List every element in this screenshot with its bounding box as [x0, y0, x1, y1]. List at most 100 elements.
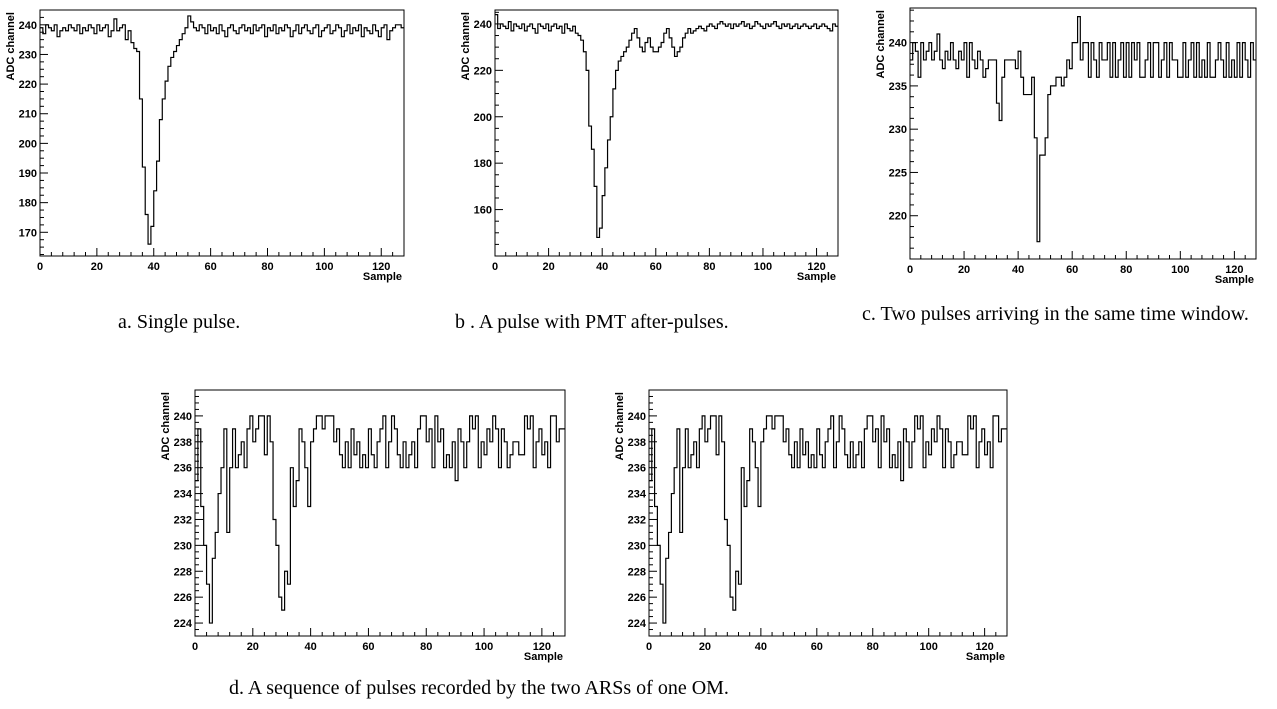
- y-tick-label: 224: [174, 618, 193, 630]
- y-tick-label: 210: [19, 109, 37, 121]
- y-tick-label: 225: [889, 167, 907, 179]
- x-tick-label: 20: [91, 261, 103, 273]
- y-tick-label: 170: [19, 227, 37, 239]
- x-tick-label: 100: [475, 641, 493, 653]
- y-tick-label: 180: [19, 198, 37, 210]
- y-tick-label: 240: [174, 411, 192, 423]
- x-axis-title: Sample: [524, 651, 563, 663]
- plot-frame: [494, 9, 839, 257]
- x-tick-label: 40: [755, 641, 767, 653]
- chart-panel-b: 0 20 40 60 80 100 120 160 180 200 220 240 Sample ADC …: [455, 0, 855, 290]
- x-tick-label: 80: [261, 261, 273, 273]
- adc-trace: [195, 415, 565, 624]
- y-tick-label: 228: [628, 566, 646, 578]
- y-tick-label: 238: [174, 437, 192, 449]
- caption-c: c. Two pulses arriving in the same time …: [862, 303, 1249, 325]
- x-tick-label: 60: [205, 261, 217, 273]
- y-tick-label: 220: [889, 211, 907, 223]
- x-tick-label: 120: [1225, 264, 1243, 276]
- chart-a: 0 20 40 60 80 100 120 170 180 190 200 210 220 230 240 S…: [5, 9, 405, 283]
- y-tick-label: 230: [628, 540, 646, 552]
- x-tick-label: 80: [420, 641, 432, 653]
- x-axis-title: Sample: [966, 651, 1005, 663]
- adc-trace: [649, 415, 1007, 624]
- y-tick-label: 240: [19, 20, 37, 32]
- y-tick-label: 200: [19, 138, 37, 150]
- y-tick-label: 240: [889, 38, 907, 50]
- x-tick-label: 100: [920, 641, 938, 653]
- x-tick-label: 40: [148, 261, 160, 273]
- y-tick-label: 160: [474, 205, 492, 217]
- x-tick-label: 40: [1012, 264, 1024, 276]
- y-tick-label: 224: [628, 618, 647, 630]
- x-axis-title: Sample: [363, 271, 402, 283]
- x-tick-label: 0: [646, 641, 652, 653]
- y-axis-title: ADC channel: [460, 12, 472, 80]
- x-axis-title: Sample: [797, 271, 836, 283]
- y-axis-title: ADC channel: [875, 10, 887, 78]
- caption-a: a. Single pulse.: [118, 311, 241, 333]
- y-tick-label: 220: [19, 79, 37, 91]
- y-tick-label: 234: [174, 489, 193, 501]
- chart-d2: 0 20 40 60 80 100 120 224 226 228 230 232 234 236 238 2…: [614, 389, 1008, 663]
- x-tick-label: 100: [754, 261, 772, 273]
- x-tick-label: 120: [975, 641, 993, 653]
- chart-panel-d1: 0 20 40 60 80 100 120 224 226 228 230 232 234 236 238 2…: [155, 380, 566, 670]
- adc-trace: [40, 15, 404, 245]
- y-tick-label: 220: [474, 65, 492, 77]
- y-axis-title: ADC channel: [614, 392, 626, 460]
- x-tick-label: 80: [1120, 264, 1132, 276]
- y-tick-label: 240: [474, 19, 492, 31]
- y-tick-label: 232: [174, 514, 192, 526]
- x-tick-label: 80: [867, 641, 879, 653]
- x-tick-label: 20: [958, 264, 970, 276]
- chart-panel-a: 0 20 40 60 80 100 120 170 180 190 200 210 220 230 240 S…: [0, 0, 420, 290]
- x-axis-title: Sample: [1215, 274, 1254, 286]
- y-tick-label: 232: [628, 514, 646, 526]
- x-tick-label: 60: [650, 261, 662, 273]
- y-tick-label: 235: [889, 81, 907, 93]
- x-tick-label: 20: [542, 261, 554, 273]
- x-tick-label: 0: [492, 261, 498, 273]
- y-tick-label: 236: [628, 463, 646, 475]
- y-tick-label: 226: [174, 592, 192, 604]
- y-tick-label: 240: [628, 411, 646, 423]
- x-tick-label: 40: [305, 641, 317, 653]
- adc-trace: [910, 16, 1256, 243]
- x-tick-label: 0: [37, 261, 43, 273]
- y-tick-label: 230: [889, 124, 907, 136]
- x-tick-label: 60: [362, 641, 374, 653]
- y-tick-label: 200: [474, 112, 492, 124]
- plot-frame: [39, 9, 405, 257]
- x-tick-label: 120: [533, 641, 551, 653]
- x-tick-label: 0: [907, 264, 913, 276]
- chart-c: 0 20 40 60 80 100 120 220 225 230 235 240 Sample ADC …: [875, 7, 1257, 286]
- x-tick-label: 120: [807, 261, 825, 273]
- x-tick-label: 60: [811, 641, 823, 653]
- y-axis-title: ADC channel: [160, 392, 172, 460]
- x-tick-label: 100: [315, 261, 333, 273]
- y-tick-label: 234: [628, 489, 647, 501]
- y-tick-label: 226: [628, 592, 646, 604]
- chart-d1: 0 20 40 60 80 100 120 224 226 228 230 232 234 236 238 2…: [160, 389, 566, 663]
- adc-trace: [495, 14, 838, 239]
- y-tick-label: 230: [19, 49, 37, 61]
- caption-b: b . A pulse with PMT after-pulses.: [455, 311, 729, 333]
- y-tick-label: 230: [174, 540, 192, 552]
- x-tick-label: 0: [192, 641, 198, 653]
- x-tick-label: 100: [1171, 264, 1189, 276]
- x-tick-label: 20: [699, 641, 711, 653]
- y-tick-label: 238: [628, 437, 646, 449]
- chart-b: 0 20 40 60 80 100 120 160 180 200 220 240 Sample ADC …: [460, 9, 839, 283]
- y-tick-label: 228: [174, 566, 192, 578]
- x-tick-label: 60: [1066, 264, 1078, 276]
- x-tick-label: 20: [247, 641, 259, 653]
- y-tick-label: 190: [19, 168, 37, 180]
- x-tick-label: 80: [703, 261, 715, 273]
- y-tick-label: 236: [174, 463, 192, 475]
- chart-panel-d2: 0 20 40 60 80 100 120 224 226 228 230 232 234 236 238 2…: [609, 380, 1019, 670]
- x-tick-label: 120: [372, 261, 390, 273]
- y-tick-label: 180: [474, 158, 492, 170]
- caption-d: d. A sequence of pulses recorded by the …: [229, 677, 729, 699]
- x-tick-label: 40: [596, 261, 608, 273]
